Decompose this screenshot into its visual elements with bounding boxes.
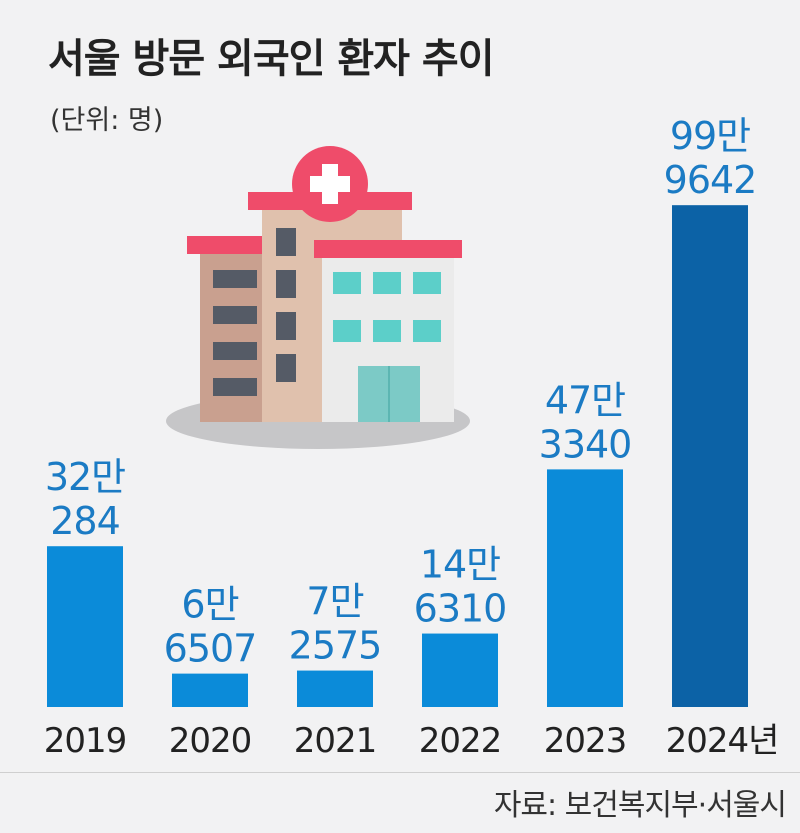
value-label-2021-1: 7만 (306, 580, 363, 624)
category-label-2024년: 2024년 (666, 721, 779, 761)
value-label-2024년-1: 99만 (670, 114, 750, 158)
footer-divider (0, 772, 800, 773)
value-label-2020-1: 6만 (181, 583, 238, 627)
value-label-2020-2: 6507 (164, 627, 257, 671)
chart-title: 서울 방문 외국인 환자 추이 (48, 36, 495, 82)
bar-2019 (47, 546, 123, 707)
value-label-2022-2: 6310 (414, 587, 507, 631)
value-label-2021-2: 2575 (289, 624, 382, 668)
bar-2020 (172, 673, 248, 707)
value-label-2024년-2: 9642 (664, 158, 757, 202)
bar-2024년 (672, 205, 748, 707)
bar-2022 (422, 633, 498, 707)
hospital-illustration-icon (166, 146, 470, 449)
category-label-2019: 2019 (44, 721, 127, 761)
value-label-2022-1: 14만 (420, 543, 500, 587)
category-label-2020: 2020 (169, 721, 252, 761)
unit-label: (단위: 명) (50, 105, 164, 136)
source-note: 자료: 보건복지부·서울시 (493, 788, 787, 823)
value-label-2019-1: 32만 (45, 455, 125, 499)
category-label-2023: 2023 (544, 721, 627, 761)
bar-2021 (297, 670, 373, 707)
value-label-2023-2: 3340 (539, 422, 632, 466)
category-label-2021: 2021 (294, 721, 377, 761)
value-label-2023-1: 47만 (545, 378, 625, 422)
bar-2023 (547, 469, 623, 707)
category-label-2022: 2022 (419, 721, 502, 761)
value-label-2019-2: 284 (50, 499, 120, 543)
